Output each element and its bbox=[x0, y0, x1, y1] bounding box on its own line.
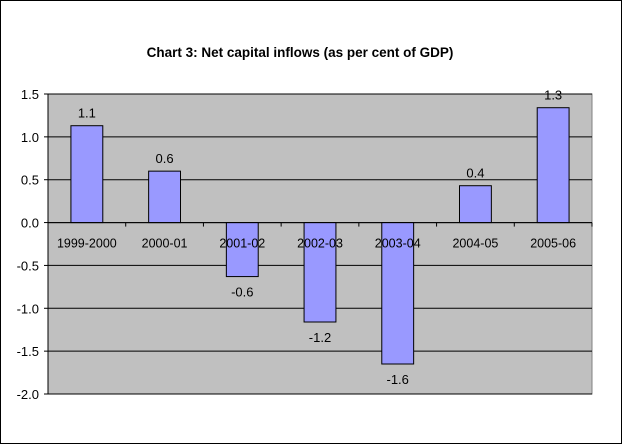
y-tick-label: 0.5 bbox=[21, 173, 39, 188]
data-label: 1.1 bbox=[78, 106, 96, 121]
chart-title: Chart 3: Net capital inflows (as per cen… bbox=[147, 45, 454, 60]
data-label: -0.6 bbox=[231, 285, 253, 300]
y-tick-label: 1.0 bbox=[21, 130, 39, 145]
x-tick-label: 2002-03 bbox=[297, 237, 343, 251]
x-tick-label: 2000-01 bbox=[142, 237, 188, 251]
y-tick-label: -1.5 bbox=[17, 344, 39, 359]
bar-2004-05 bbox=[458, 185, 492, 224]
y-tick-label: -1.0 bbox=[17, 301, 39, 316]
data-label: 1.3 bbox=[544, 88, 562, 103]
y-tick-label: -2.0 bbox=[17, 387, 39, 402]
data-labels: 1.1 0.6 -0.6 -1.2 -1.6 0.4 1.3 bbox=[78, 88, 562, 387]
y-tick-label: -0.5 bbox=[17, 258, 39, 273]
data-label: 0.4 bbox=[466, 166, 484, 181]
x-axis-ticks: 1999-2000 2000-01 2001-02 2002-03 2003-04 200… bbox=[47, 222, 593, 251]
data-label: 0.6 bbox=[156, 151, 174, 166]
x-tick-label: 2005-06 bbox=[530, 237, 576, 251]
y-tick-label: 0.0 bbox=[21, 216, 39, 231]
data-label: -1.2 bbox=[309, 330, 331, 345]
y-tick-label: 1.5 bbox=[21, 87, 39, 102]
bar-2001-02 bbox=[225, 222, 259, 278]
x-tick-label: 2004-05 bbox=[452, 237, 498, 251]
x-tick-label: 2001-02 bbox=[219, 237, 265, 251]
y-axis-ticks: 1.5 1.0 0.5 0.0 -0.5 -1.0 -1.5 -2.0 bbox=[17, 87, 48, 402]
bar-1999-2000 bbox=[70, 125, 104, 224]
bar-2005-06 bbox=[536, 107, 570, 224]
x-tick-label: 2003-04 bbox=[375, 237, 421, 251]
x-tick-label: 1999-2000 bbox=[57, 237, 117, 251]
bar-2000-01 bbox=[148, 170, 182, 224]
data-label: -1.6 bbox=[387, 372, 409, 387]
